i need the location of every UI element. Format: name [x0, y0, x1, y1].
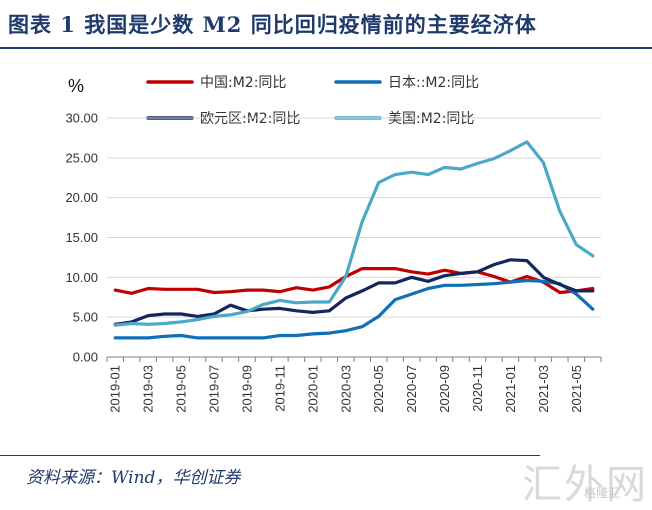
x-axis: 2019-01 2019-03 2019-05 2019-07 2019-09 2019-… — [106, 356, 602, 413]
series-line-1 — [113, 278, 595, 340]
title-bar: 图表 1 我国是少数 M2 同比回归疫情前的主要经济体 — [0, 0, 652, 48]
x-tick-label: 2021-01 — [503, 365, 518, 413]
y-tick-label: 5.00 — [73, 310, 98, 325]
x-tick-label: 2020-03 — [338, 365, 353, 413]
x-tick-label: 2020-09 — [437, 365, 452, 413]
legend-label: 美国:M2:同比 — [388, 111, 474, 127]
figure-title: 图表 1 我国是少数 M2 同比回归疫情前的主要经济体 — [8, 12, 537, 37]
footer-divider — [0, 455, 540, 456]
x-tick-label: 2020-11 — [470, 365, 485, 412]
x-tick-label: 2019-01 — [108, 365, 123, 413]
x-tick-label: 2021-03 — [536, 365, 551, 413]
x-tick-label: 2021-05 — [569, 365, 584, 413]
x-tick-label: 2019-03 — [141, 365, 156, 413]
x-tick-label: 2020-01 — [305, 365, 320, 413]
legend-label: 欧元区:M2:同比 — [200, 111, 300, 127]
series-line-2 — [113, 258, 595, 326]
legend-label: 中国:M2:同比 — [200, 75, 286, 91]
chart-gridlines — [107, 117, 601, 318]
y-tick-label: 20.00 — [65, 190, 98, 205]
y-tick-label: 30.00 — [65, 111, 98, 126]
title-divider — [0, 47, 652, 49]
x-tick-label: 2019-05 — [174, 365, 189, 413]
legend-label: 日本::M2:同比 — [388, 75, 479, 91]
x-tick-label: 2020-07 — [404, 365, 419, 413]
watermark-logo: 汇外网 — [522, 462, 648, 508]
x-tick-label: 2020-05 — [371, 365, 386, 413]
x-tick-label: 2019-07 — [207, 365, 222, 413]
y-tick-label: 0.00 — [73, 350, 98, 365]
chart-series — [113, 140, 595, 340]
y-tick-label: 10.00 — [65, 270, 98, 285]
y-tick-label: 15.00 — [65, 230, 98, 245]
y-axis-unit-label: % — [68, 76, 84, 96]
y-tick-label: 25.00 — [65, 150, 98, 165]
y-axis: 0.00 5.00 10.00 15.00 20.00 25.00 30.00 — [65, 111, 98, 365]
source-note: 资料来源：Wind，华创证券 — [26, 468, 241, 488]
x-tick-label: 2019-09 — [239, 365, 254, 413]
series-line-3 — [113, 140, 595, 327]
x-tick-label: 2019-11 — [272, 365, 287, 412]
watermark-sub-logo: 格隆汇 — [584, 486, 621, 500]
